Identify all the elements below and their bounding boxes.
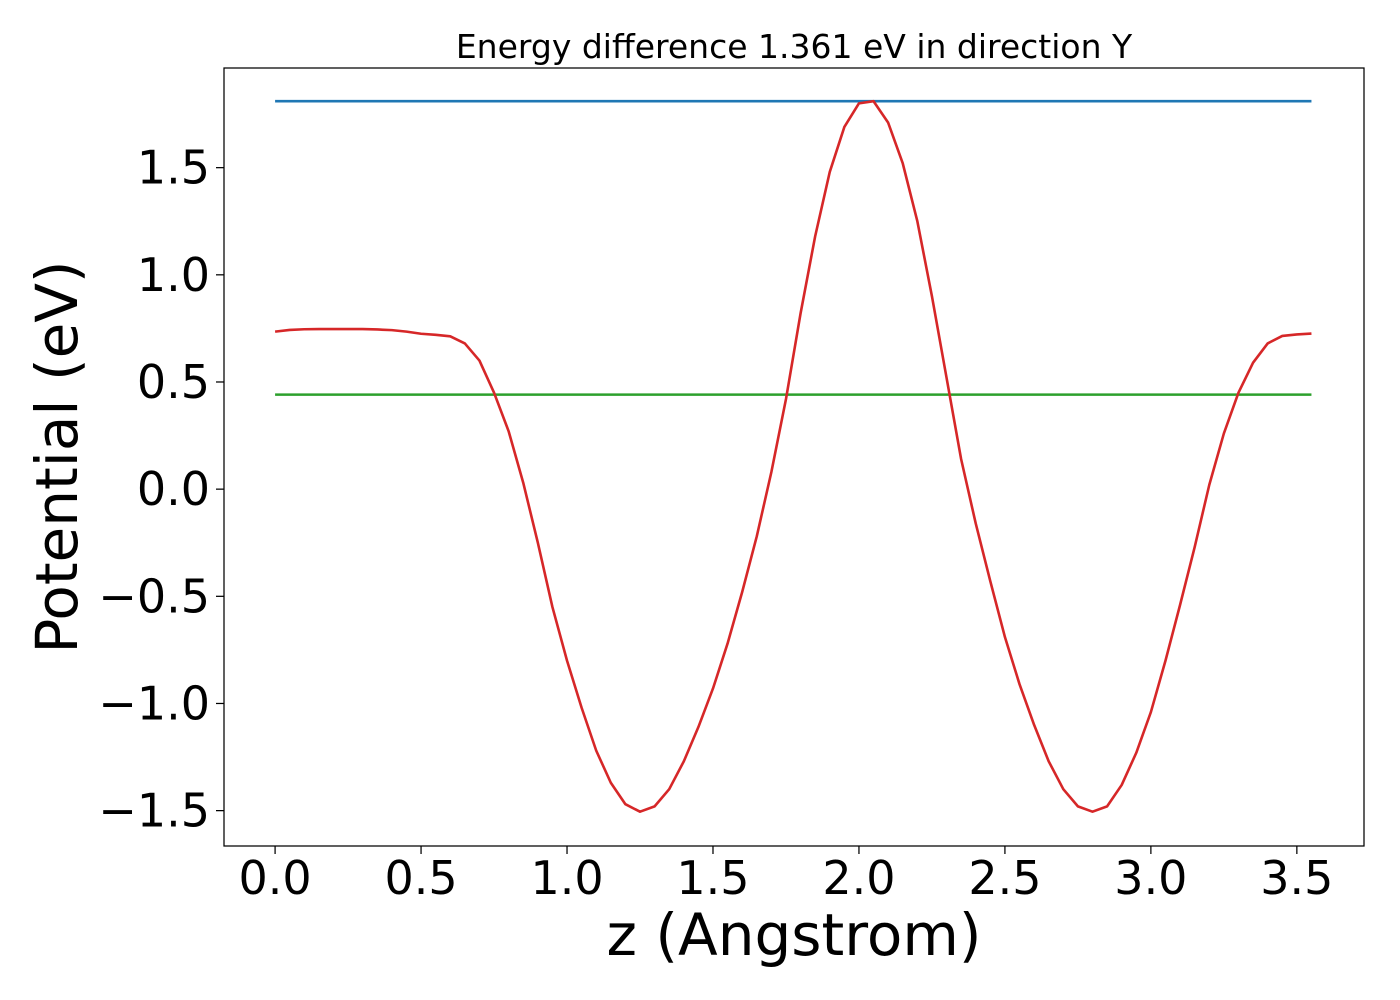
y-tick-label: 0.0 bbox=[137, 462, 210, 516]
x-tick-label: 0.5 bbox=[384, 851, 457, 905]
x-axis: 0.0 0.5 1.0 1.5 2.0 2.5 3.0 3.5 bbox=[239, 846, 1333, 905]
chart-title: Energy difference 1.361 eV in direction … bbox=[456, 27, 1133, 66]
y-tick-label: −1.0 bbox=[98, 676, 210, 730]
axes-frame bbox=[223, 67, 1365, 847]
x-tick-label: 3.5 bbox=[1260, 851, 1333, 905]
y-tick-label: 1.5 bbox=[137, 141, 210, 195]
x-tick-label: 1.0 bbox=[530, 851, 603, 905]
x-axis-label: z (Angstrom) bbox=[607, 901, 982, 969]
y-axis: −1.5 −1.0 −0.5 0.0 0.5 1.0 1.5 bbox=[98, 141, 224, 838]
series-line-1 bbox=[274, 99, 1312, 814]
x-tick-label: 1.5 bbox=[676, 851, 749, 905]
y-tick-label: −1.5 bbox=[98, 784, 210, 838]
y-tick-label: −0.5 bbox=[98, 569, 210, 623]
plot-area bbox=[274, 99, 1312, 814]
y-tick-label: 1.0 bbox=[137, 248, 210, 302]
x-tick-label: 0.0 bbox=[239, 851, 312, 905]
x-tick-label: 2.0 bbox=[822, 851, 895, 905]
x-tick-label: 2.5 bbox=[968, 851, 1041, 905]
y-axis-label: Potential (eV) bbox=[23, 260, 91, 653]
y-tick-label: 0.5 bbox=[137, 355, 210, 409]
x-tick-label: 3.0 bbox=[1114, 851, 1187, 905]
